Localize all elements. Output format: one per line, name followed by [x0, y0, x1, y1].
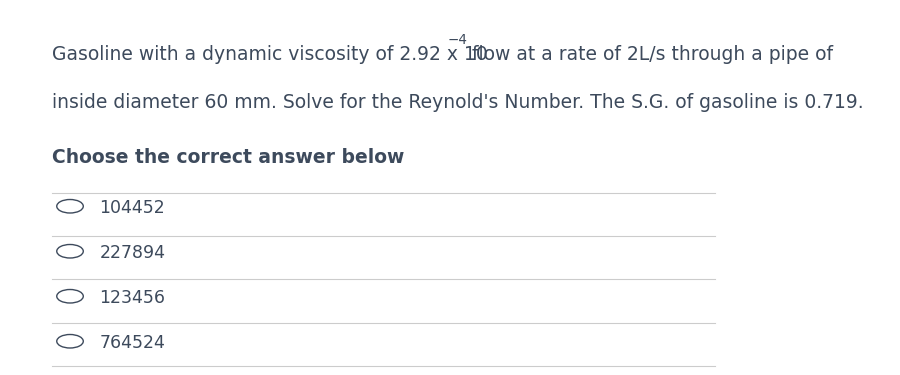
- Text: Choose the correct answer below: Choose the correct answer below: [51, 148, 404, 167]
- Text: flow at a rate of 2L/s through a pipe of: flow at a rate of 2L/s through a pipe of: [466, 45, 832, 64]
- Text: inside diameter 60 mm. Solve for the Reynold's Number. The S.G. of gasoline is 0: inside diameter 60 mm. Solve for the Rey…: [51, 93, 863, 112]
- Text: 123456: 123456: [100, 289, 166, 307]
- Text: 227894: 227894: [100, 244, 166, 262]
- Text: −4: −4: [447, 33, 467, 47]
- Text: Gasoline with a dynamic viscosity of 2.92 x 10: Gasoline with a dynamic viscosity of 2.9…: [51, 45, 493, 64]
- Text: 764524: 764524: [100, 334, 166, 352]
- Text: 104452: 104452: [100, 199, 166, 217]
